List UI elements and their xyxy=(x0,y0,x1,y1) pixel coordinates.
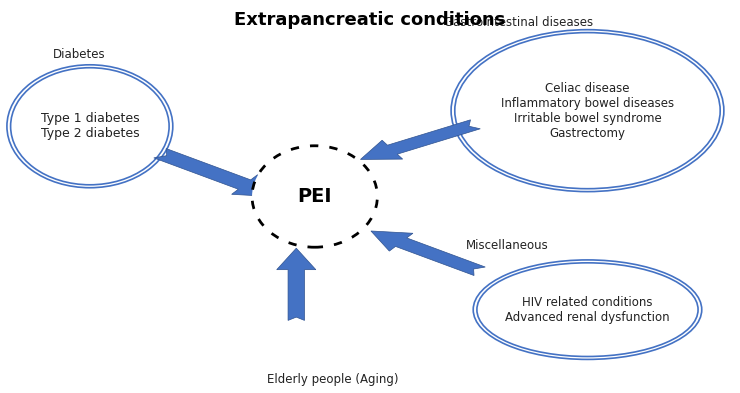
Polygon shape xyxy=(277,248,316,320)
Text: Extrapancreatic conditions: Extrapancreatic conditions xyxy=(235,11,505,29)
Text: Diabetes: Diabetes xyxy=(53,48,106,61)
Text: PEI: PEI xyxy=(297,187,332,206)
Text: Miscellaneous: Miscellaneous xyxy=(466,239,548,252)
Text: Elderly people (Aging): Elderly people (Aging) xyxy=(267,373,398,386)
Polygon shape xyxy=(371,231,485,275)
Text: Type 1 diabetes
Type 2 diabetes: Type 1 diabetes Type 2 diabetes xyxy=(41,112,139,140)
Polygon shape xyxy=(154,149,278,197)
Text: Celiac disease
Inflammatory bowel diseases
Irritable bowel syndrome
Gastrectomy: Celiac disease Inflammatory bowel diseas… xyxy=(501,82,674,140)
Text: HIV related conditions
Advanced renal dysfunction: HIV related conditions Advanced renal dy… xyxy=(505,296,670,324)
Text: Gastrointestinal diseases: Gastrointestinal diseases xyxy=(444,17,593,29)
Ellipse shape xyxy=(252,146,377,247)
Polygon shape xyxy=(360,120,480,160)
